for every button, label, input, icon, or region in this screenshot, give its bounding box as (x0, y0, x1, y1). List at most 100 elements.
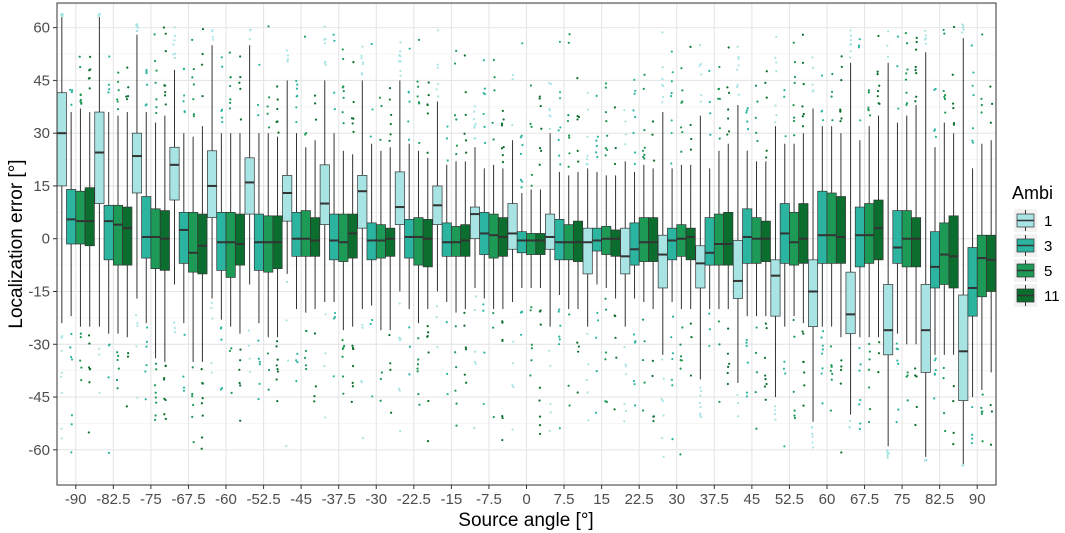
outlier-point (764, 378, 767, 381)
outlier-point (585, 378, 588, 382)
box-body (310, 217, 321, 257)
outlier-point (811, 90, 814, 93)
outlier-point (107, 451, 111, 455)
outlier-point (868, 358, 871, 361)
outlier-point (389, 122, 392, 126)
outlier-point (275, 364, 278, 367)
outlier-point (924, 34, 927, 37)
outlier-point (538, 399, 541, 402)
outlier-point (435, 305, 439, 308)
outlier-point (698, 401, 701, 405)
outlier-point (821, 348, 824, 351)
outlier-point (238, 81, 241, 84)
outlier-point (258, 360, 261, 364)
outlier-point (201, 52, 204, 56)
outlier-point (840, 451, 843, 454)
outlier-point (811, 441, 814, 444)
outlier-point (492, 138, 495, 141)
outlier-point (530, 173, 533, 176)
box-body (808, 259, 819, 328)
outlier-point (623, 108, 626, 112)
outlier-point (643, 157, 646, 160)
outlier-point (417, 38, 421, 41)
outlier-point (951, 73, 954, 76)
box-body (535, 233, 546, 255)
outlier-point (482, 112, 485, 116)
outlier-point (595, 370, 598, 373)
outlier-point (342, 90, 345, 93)
outlier-point (604, 86, 607, 89)
outlier-point (380, 371, 383, 374)
box-body (685, 227, 696, 261)
outlier-point (558, 154, 561, 157)
outlier-point (830, 90, 834, 94)
outlier-point (501, 416, 504, 420)
outlier-point (558, 40, 561, 43)
y-axis: -60 -45 -30 -15 0 15 30 45 60 (28, 20, 57, 459)
outlier-point (228, 107, 232, 110)
outlier-point (314, 385, 317, 388)
x-tick-label: -15 (441, 491, 463, 508)
outlier-point (455, 402, 458, 405)
outlier-point (746, 120, 749, 123)
outlier-point (980, 97, 983, 100)
outlier-point (886, 456, 889, 459)
outlier-point (276, 368, 279, 371)
outlier-point (820, 110, 823, 113)
outlier-point (970, 44, 973, 47)
y-tick-label: -15 (28, 283, 50, 300)
outlier-point (689, 322, 692, 325)
outlier-point (200, 63, 204, 66)
outlier-point (877, 370, 880, 374)
outlier-point (849, 50, 852, 53)
outlier-point (951, 102, 955, 105)
outlier-point (144, 398, 147, 401)
outlier-point (905, 72, 908, 75)
x-tick-label: 30 (668, 491, 685, 508)
outlier-point (567, 165, 570, 168)
outlier-point (661, 101, 664, 104)
outlier-point (483, 125, 486, 128)
outlier-point (445, 320, 448, 324)
box-body (225, 211, 236, 278)
outlier-point (500, 147, 504, 150)
box-body (817, 190, 828, 264)
outlier-point (350, 400, 353, 403)
outlier-point (268, 96, 271, 99)
outlier-point (775, 61, 778, 64)
outlier-point (239, 87, 242, 90)
outlier-point (530, 343, 533, 346)
outlier-point (914, 423, 917, 427)
outlier-point (258, 382, 261, 385)
outlier-point (389, 362, 392, 365)
outlier-point (454, 325, 457, 328)
outlier-point (163, 413, 166, 416)
outlier-point (867, 91, 870, 94)
outlier-point (155, 69, 158, 72)
outlier-point (333, 39, 336, 42)
outlier-point (642, 87, 645, 90)
outlier-point (397, 60, 400, 63)
outlier-point (679, 359, 682, 362)
box-body (610, 229, 621, 257)
box-body (234, 213, 245, 266)
outlier-point (473, 105, 477, 108)
outlier-point (78, 55, 81, 58)
outlier-point (566, 119, 570, 123)
outlier-point (633, 78, 636, 81)
outlier-point (417, 101, 420, 104)
outlier-point (662, 84, 665, 88)
boxes (56, 17, 997, 464)
legend-label: 3 (1044, 238, 1052, 255)
outlier-point (275, 120, 278, 123)
box-body (94, 111, 105, 204)
outlier-point (886, 454, 889, 457)
outlier-point (613, 162, 617, 166)
outlier-point (962, 24, 965, 27)
outlier-point (473, 427, 476, 430)
outlier-point (491, 121, 494, 124)
outlier-point (745, 111, 748, 114)
outlier-point (324, 352, 327, 355)
outlier-point (558, 338, 561, 341)
